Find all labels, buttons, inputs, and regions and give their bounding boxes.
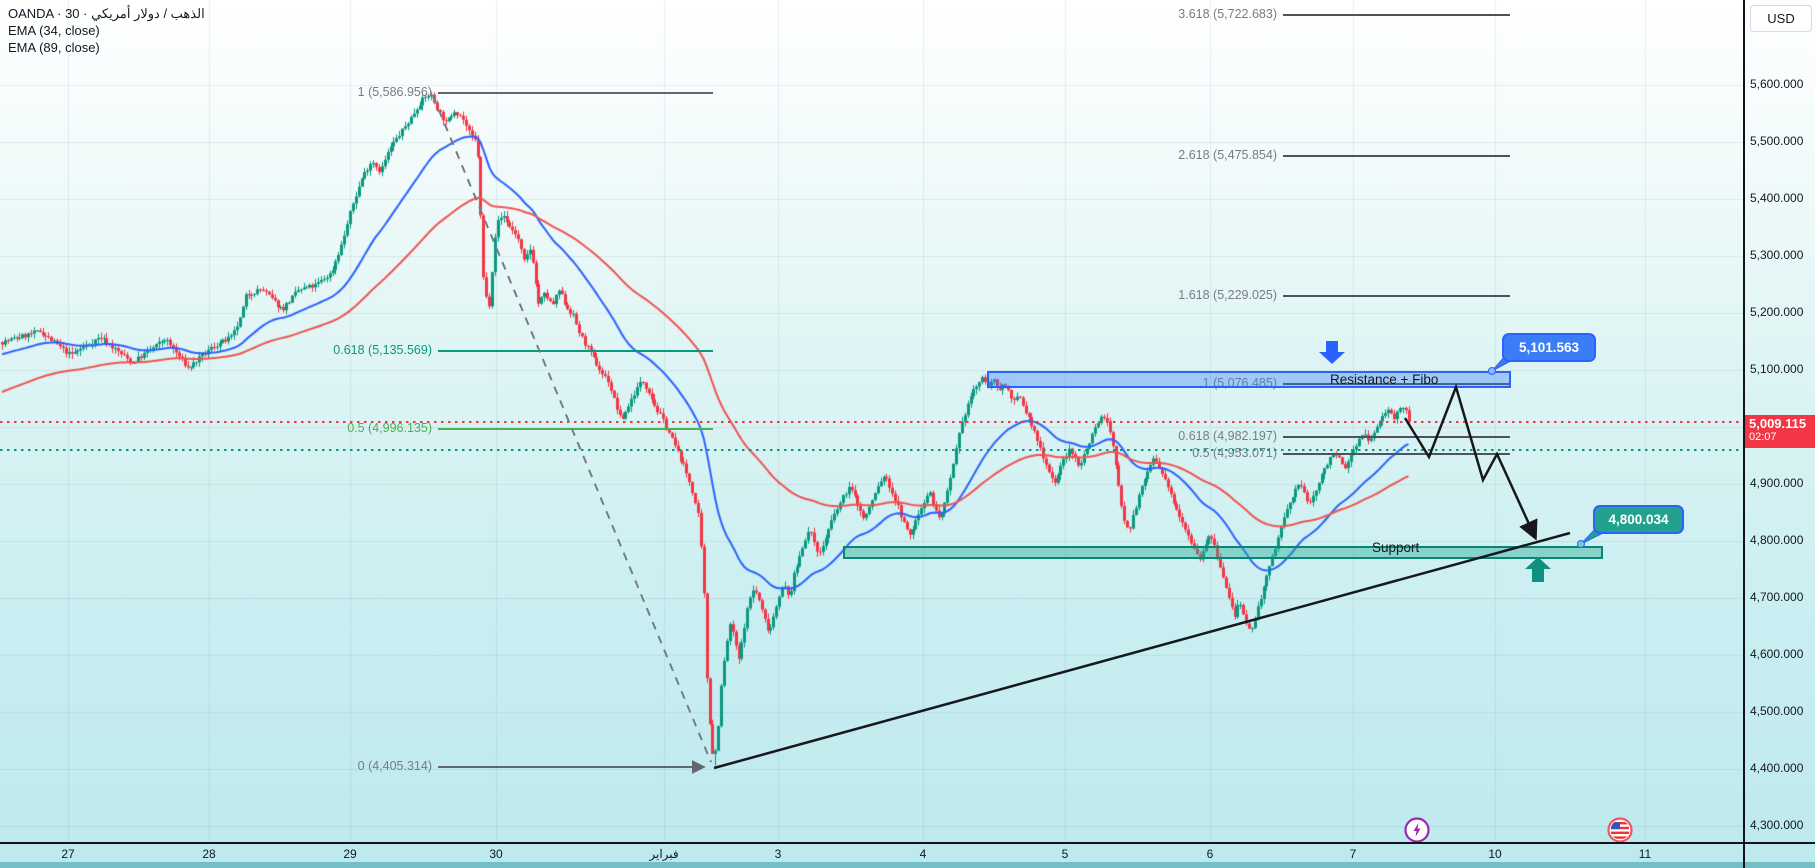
price-axis-label: 5,100.000 [1750,362,1804,376]
fib-level-label-right: 1.618 (5,229.025) [1178,288,1277,302]
fib-level-line-right [1283,436,1510,438]
current-price-label: 5,009.115 02:07 [1744,415,1815,448]
fib-level-label-left: 0.5 (4,996.135) [347,421,432,435]
fib-level-label-left: 0 (4,405.314) [357,759,432,773]
price-axis-label: 4,300.000 [1750,818,1804,832]
bottom-edge-strip [0,862,1815,868]
time-axis-separator [0,842,1815,844]
sell-pressure-down-arrow[interactable] [1319,341,1345,364]
price-target-low-value: 4,800.034 [1608,512,1669,527]
price-axis-label: 5,300.000 [1750,248,1804,262]
price-axis-label: 4,800.000 [1750,533,1804,547]
price-axis-label: 5,500.000 [1750,134,1804,148]
time-axis-label: 10 [1488,847,1502,861]
price-axis-label: 4,500.000 [1750,704,1804,718]
time-axis-label: 27 [61,847,75,861]
time-axis-label: 5 [1061,847,1069,861]
price-target-high-value: 5,101.563 [1518,340,1580,355]
time-axis-label: 4 [919,847,927,861]
time-axis-label: 29 [343,847,357,861]
symbol-title[interactable]: OANDA · 30 · الذهب / دولار أمريكي [8,6,205,21]
fib-level-line-right [1283,383,1510,385]
current-price-value: 5,009.115 [1749,416,1807,431]
current-price-line [0,421,1743,423]
currency-toggle-label: USD [1767,11,1795,26]
price-target-badge-high[interactable]: 5,101.563 [1502,333,1596,362]
price-axis-label: 4,400.000 [1750,761,1804,775]
fib-level-line-right [1283,295,1510,297]
fib-level-line-left [438,92,713,94]
fib-level-label-right: 2.618 (5,475.854) [1178,148,1277,162]
resistance-zone[interactable] [987,371,1511,388]
price-axis-label: 4,900.000 [1750,476,1804,490]
price-axis-label: 5,600.000 [1750,77,1804,91]
projection-zigzag-arrow[interactable] [1403,383,1538,541]
time-axis-label: 30 [489,847,503,861]
bar-countdown: 02:07 [1749,431,1777,443]
time-axis-label: فبراير [649,847,679,861]
fib-level-line-right [1283,453,1510,455]
fib-level-line-right [1283,14,1510,16]
fib-level-line-right [1283,155,1510,157]
fib-level-label-right: 3.618 (5,722.683) [1178,7,1277,21]
time-axis-label: 7 [1349,847,1357,861]
price-axis-label: 5,200.000 [1750,305,1804,319]
time-axis[interactable]: 27 28 29 30 فبراير 3 4 5 6 7 10 11 [0,844,1815,868]
support-zone[interactable] [843,546,1603,559]
resistance-zone-label: Resistance + Fibo [1330,372,1439,387]
drawings-overlay [432,95,1633,842]
price-axis-label: 4,600.000 [1750,647,1804,661]
lightning-event-icon[interactable] [1404,817,1430,842]
support-trendline[interactable] [713,531,1571,770]
support-zone-label: Support [1372,540,1420,555]
fib-level-line-left [438,428,713,430]
time-axis-label: 28 [202,847,216,861]
price-axis-label: 5,400.000 [1750,191,1804,205]
fib-level-line-left [438,350,713,352]
previous-level-line [0,449,1743,451]
buy-support-up-arrow[interactable] [1525,557,1551,582]
price-target-badge-low[interactable]: 4,800.034 [1593,505,1684,534]
indicator-ema34[interactable]: EMA (34, close) [8,23,100,38]
price-axis-separator [1743,0,1745,868]
fib-level-label-left: 1 (5,586.956) [357,85,432,99]
price-axis[interactable]: 5,600.000 5,500.000 5,400.000 5,300.000 5,20… [1744,0,1815,842]
indicator-ema89[interactable]: EMA (89, close) [8,40,100,55]
time-axis-label: 6 [1206,847,1214,861]
fib-anchor-dashed-line[interactable] [432,95,712,763]
chart-legend: OANDA · 30 · الذهب / دولار أمريكي EMA (3… [8,5,205,56]
price-axis-label: 4,700.000 [1750,590,1804,604]
time-axis-label: 3 [774,847,782,861]
currency-toggle-button[interactable]: USD [1750,5,1812,32]
high-callout-anchor-dot [1488,367,1496,375]
time-axis-label: 11 [1638,847,1652,861]
fib-level-label-left: 0.618 (5,135.569) [333,343,432,357]
low-callout-anchor-dot [1577,540,1585,548]
us-flag-event-icon[interactable] [1607,817,1633,842]
fib-level-label-right: 0.618 (4,982.197) [1178,429,1277,443]
